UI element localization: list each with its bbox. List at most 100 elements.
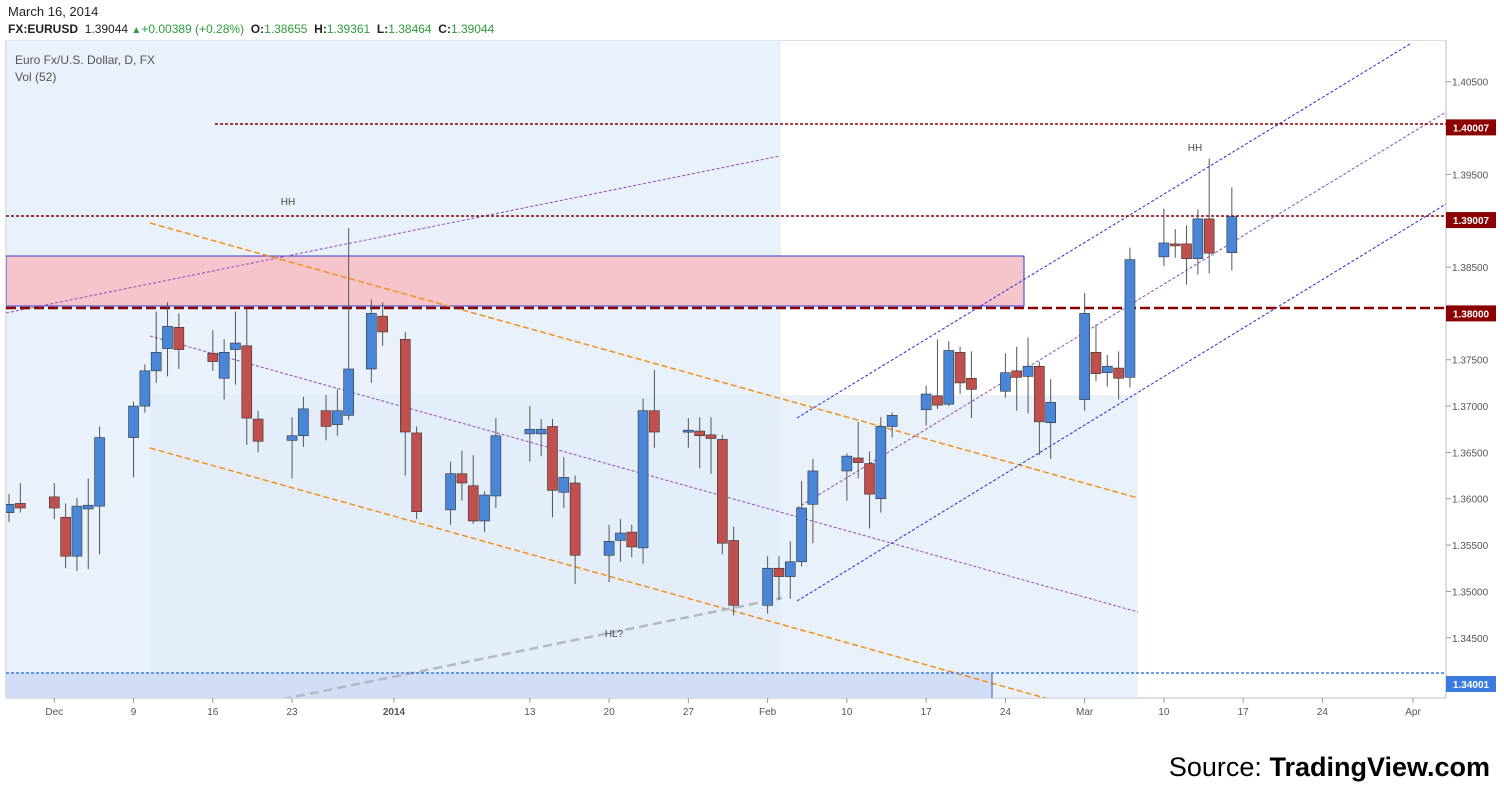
candle-body-up bbox=[218, 352, 230, 379]
x-tick-label: Mar bbox=[1076, 707, 1094, 718]
y-tick-label: 1.37000 bbox=[1452, 402, 1489, 413]
candle-body-down bbox=[773, 567, 785, 577]
candle-body-down bbox=[547, 426, 558, 491]
y-tick-label: 1.39500 bbox=[1452, 170, 1489, 181]
candle bbox=[1169, 229, 1181, 258]
source-brand: TradingView.com bbox=[1269, 752, 1490, 782]
candle bbox=[1113, 351, 1124, 400]
candle bbox=[1000, 353, 1011, 398]
resistance-zone bbox=[6, 255, 1025, 307]
candle-body-up bbox=[762, 567, 773, 606]
candle bbox=[366, 299, 377, 383]
candle bbox=[966, 351, 977, 419]
price-chart[interactable]: Euro Fx/U.S. Dollar, D, FX Vol (52) HH H… bbox=[0, 40, 1504, 740]
hl-rising-line bbox=[282, 596, 783, 698]
candle bbox=[932, 339, 943, 409]
candle bbox=[796, 481, 807, 567]
symbol-label[interactable]: FX:EURUSD bbox=[8, 22, 79, 36]
candle-body-down bbox=[1169, 243, 1181, 247]
x-tick-label: 10 bbox=[841, 707, 853, 718]
candle bbox=[60, 503, 71, 569]
x-tick-label: 17 bbox=[921, 707, 933, 718]
candle-body-down bbox=[207, 352, 219, 362]
candle-body-down bbox=[864, 463, 875, 495]
candle-body-down bbox=[954, 352, 966, 384]
up-triangle-icon: ▲ bbox=[131, 25, 142, 36]
x-tick-label: 27 bbox=[683, 707, 695, 718]
candle-body-up bbox=[875, 426, 887, 500]
candle-body-up bbox=[479, 494, 490, 522]
candle-body-up bbox=[343, 368, 354, 416]
candle bbox=[1124, 247, 1136, 388]
candle-body-up bbox=[683, 429, 694, 433]
close-value: 1.39044 bbox=[450, 22, 495, 36]
candle-body-up bbox=[1022, 365, 1034, 377]
candle-body-up bbox=[298, 408, 309, 437]
candle bbox=[6, 494, 15, 522]
candle-body-up bbox=[1124, 259, 1136, 378]
x-tick-label: Feb bbox=[759, 707, 777, 718]
candles-layer bbox=[6, 158, 1238, 616]
candle bbox=[173, 313, 185, 369]
candle bbox=[920, 385, 932, 426]
price-label-box bbox=[1446, 305, 1496, 322]
pane-subtitle: Vol (52) bbox=[15, 70, 56, 84]
candle-body-down bbox=[15, 503, 26, 509]
candle-body-up bbox=[1226, 216, 1238, 253]
candle bbox=[954, 346, 966, 395]
candle bbox=[717, 434, 728, 555]
chart-date: March 16, 2014 bbox=[8, 4, 99, 19]
candle bbox=[637, 398, 649, 564]
x-tick-label: 24 bbox=[1000, 707, 1012, 718]
candle-body-down bbox=[320, 410, 332, 427]
open-value: 1.38655 bbox=[264, 22, 308, 36]
candle bbox=[1158, 208, 1170, 267]
y-tick-label: 1.36500 bbox=[1452, 448, 1489, 459]
candle-body-up bbox=[943, 350, 955, 405]
candle-body-up bbox=[82, 504, 94, 510]
annotation-hl: HL? bbox=[605, 629, 624, 640]
price-label-text: 1.39007 bbox=[1453, 216, 1490, 227]
low-value: 1.38464 bbox=[388, 22, 432, 36]
candle bbox=[150, 311, 162, 383]
drawings-layer bbox=[6, 40, 1446, 698]
candle bbox=[852, 421, 864, 479]
candle bbox=[762, 556, 773, 614]
blue-channel-bottom bbox=[796, 203, 1446, 602]
x-tick-label: 23 bbox=[287, 707, 299, 718]
price-axis[interactable]: 1.34500 1.35000 1.35500 1.36000 1.36500 1.370… bbox=[1446, 78, 1489, 645]
candle bbox=[1090, 324, 1102, 382]
candle bbox=[456, 450, 468, 501]
y-tick-label: 1.35000 bbox=[1452, 587, 1489, 598]
candle-body-down bbox=[60, 516, 71, 557]
candle bbox=[241, 308, 253, 445]
high-value: 1.39361 bbox=[326, 22, 371, 36]
x-tick-label: Apr bbox=[1405, 707, 1421, 718]
y-tick-label: 1.37500 bbox=[1452, 356, 1489, 367]
candle bbox=[411, 426, 422, 520]
candle bbox=[705, 417, 717, 474]
price-labels: 1.40007 1.39007 1.38000 1.34001 bbox=[1446, 119, 1496, 693]
candle-body-up bbox=[1158, 242, 1170, 258]
candle bbox=[490, 418, 502, 509]
candle bbox=[615, 519, 626, 562]
x-tick-label: 2014 bbox=[383, 707, 406, 718]
candle-body-up bbox=[637, 410, 649, 549]
y-tick-label: 1.40500 bbox=[1452, 78, 1489, 89]
candle-body-down bbox=[1011, 370, 1023, 378]
candle-body-up bbox=[535, 428, 547, 435]
candle bbox=[694, 417, 705, 469]
candle bbox=[1034, 361, 1045, 456]
quote-line: FX:EURUSD 1.39044 ▲+0.00389 (+0.28%) O:1… bbox=[8, 22, 494, 36]
candle-body-up bbox=[1101, 365, 1113, 374]
time-axis[interactable]: Dec 9 16 23 2014 13 20 27 Feb 10 17 24 Mar 10 17 24 Apr bbox=[45, 698, 1421, 718]
candle-body-down bbox=[1203, 218, 1215, 254]
candle-body-down bbox=[717, 439, 728, 544]
price-change: +0.00389 (+0.28%) bbox=[141, 22, 245, 36]
candle-body-up bbox=[796, 507, 807, 563]
candle bbox=[218, 339, 230, 400]
candle bbox=[649, 369, 660, 448]
candle-body-up bbox=[524, 428, 536, 435]
purple-trendline-upper bbox=[6, 155, 781, 314]
candle bbox=[479, 491, 490, 533]
